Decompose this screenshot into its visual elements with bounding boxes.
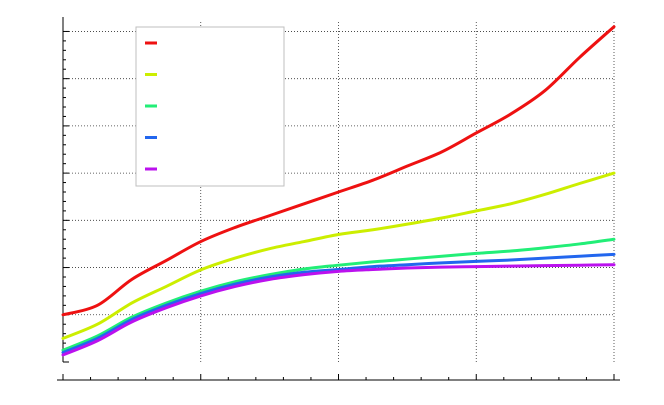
series-line-4: [61, 252, 616, 355]
series-line-1: [61, 25, 616, 317]
grid: [63, 22, 615, 362]
series-line-5: [61, 263, 616, 357]
series-layer: [61, 25, 616, 357]
series-line-2: [61, 171, 616, 340]
legend-box: [135, 26, 285, 187]
series-line-3: [61, 237, 616, 352]
legend: [135, 26, 285, 187]
axes: [57, 17, 620, 381]
